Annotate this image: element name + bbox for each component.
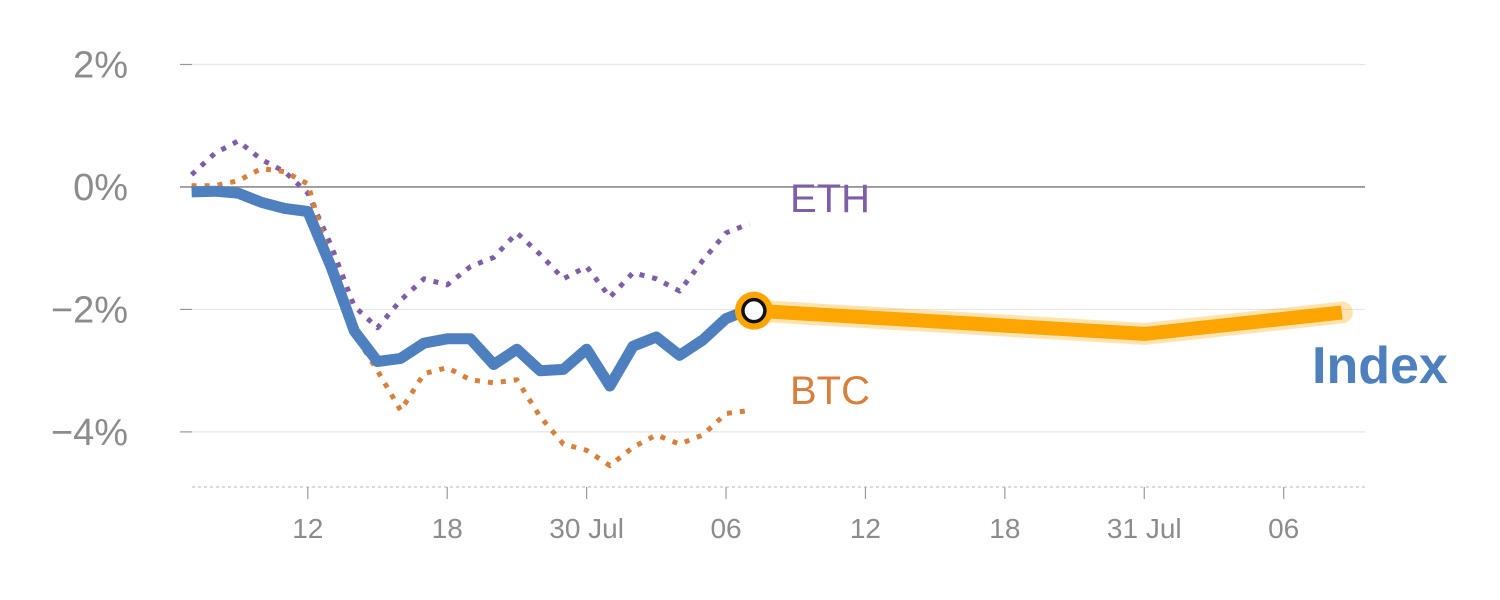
y-tick-label: 2% <box>73 44 128 86</box>
x-tick-label: 18 <box>432 513 463 544</box>
x-tick-label: 06 <box>1268 513 1299 544</box>
index-projection-band <box>753 303 1343 341</box>
eth-series-label: ETH <box>790 177 870 221</box>
x-tick-label: 12 <box>292 513 323 544</box>
y-tick-label: −2% <box>51 289 128 331</box>
y-tick-label: −4% <box>51 412 128 454</box>
index-series-line <box>191 185 752 392</box>
btc-series-line <box>191 166 750 469</box>
y-tick-label: 0% <box>73 167 128 209</box>
index-series-label: Index <box>1312 337 1448 395</box>
btc-series-label: BTC <box>790 369 870 413</box>
current-value-marker <box>741 297 767 324</box>
eth-series-line <box>189 138 751 331</box>
x-tick-label: 06 <box>710 513 741 544</box>
x-tick-label: 12 <box>850 513 881 544</box>
y-axis: 2% 0% −2% −4% <box>51 44 192 454</box>
x-axis: 12 18 30 Jul 06 12 18 31 Jul 06 <box>192 486 1365 544</box>
x-tick-label: 31 Jul <box>1107 513 1182 544</box>
x-tick-label: 18 <box>989 513 1020 544</box>
series-layer <box>189 138 1353 469</box>
marker-layer <box>734 291 773 330</box>
grid-layer <box>180 63 1365 433</box>
x-tick-label: 30 Jul <box>549 513 624 544</box>
